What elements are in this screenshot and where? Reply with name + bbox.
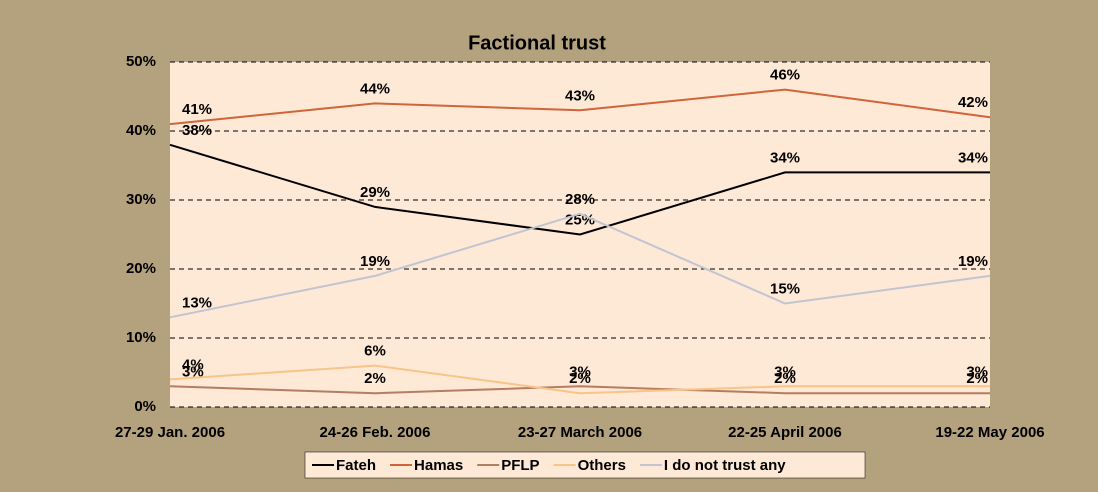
- data-label: 3%: [966, 363, 988, 380]
- data-label: 13%: [182, 294, 212, 311]
- data-label: 41%: [182, 101, 212, 118]
- legend-label: Fateh: [336, 457, 376, 474]
- data-label: 44%: [360, 80, 390, 97]
- x-tick-label: 27-29 Jan. 2006: [115, 424, 225, 441]
- data-label: 2%: [966, 370, 988, 387]
- data-label: 3%: [774, 363, 796, 380]
- x-tick-label: 22-25 April 2006: [728, 424, 842, 441]
- line-series: [169, 212, 991, 319]
- legend-label: Hamas: [414, 457, 463, 474]
- data-label: 42%: [958, 94, 988, 111]
- data-label: 29%: [360, 184, 390, 201]
- data-label: 3%: [569, 363, 591, 380]
- data-label: 46%: [770, 67, 800, 84]
- line-series: [169, 385, 990, 395]
- data-label: 3%: [182, 363, 204, 380]
- legend-label: Others: [578, 457, 626, 474]
- data-label: 34%: [770, 149, 800, 166]
- data-label: 6%: [364, 343, 386, 360]
- line-series: [169, 364, 990, 395]
- legend-label: PFLP: [501, 457, 539, 474]
- data-label: 2%: [569, 370, 591, 387]
- y-tick-label: 0%: [134, 398, 156, 415]
- y-tick-label: 50%: [126, 53, 156, 70]
- data-label: 2%: [364, 370, 386, 387]
- y-tick-label: 30%: [126, 191, 156, 208]
- data-label: 15%: [770, 280, 800, 297]
- y-tick-label: 10%: [126, 329, 156, 346]
- x-tick-label: 19-22 May 2006: [935, 424, 1044, 441]
- data-label: 28%: [565, 191, 595, 208]
- data-label: 34%: [958, 149, 988, 166]
- data-label: 43%: [565, 87, 595, 104]
- y-tick-label: 20%: [126, 260, 156, 277]
- chart-title: Factional trust: [468, 32, 606, 54]
- data-label: 4%: [182, 356, 204, 373]
- data-label: 19%: [958, 253, 988, 270]
- line-series: [169, 143, 990, 236]
- y-tick-label: 40%: [126, 122, 156, 139]
- data-label: 2%: [774, 370, 796, 387]
- data-label: 38%: [182, 122, 212, 139]
- x-tick-label: 23-27 March 2006: [518, 424, 642, 441]
- line-series: [169, 88, 991, 126]
- x-tick-label: 24-26 Feb. 2006: [320, 424, 431, 441]
- data-label: 19%: [360, 253, 390, 270]
- legend-label: I do not trust any: [664, 457, 786, 474]
